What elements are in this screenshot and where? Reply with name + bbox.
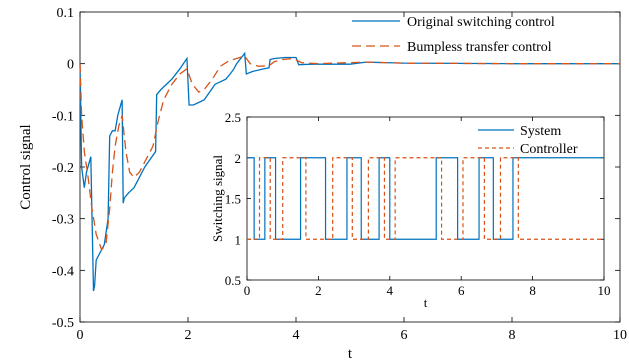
inset-y-tick-label: 1 (235, 232, 242, 247)
main-y-tick-label: -0.1 (52, 109, 74, 124)
main-y-tick-label: -0.5 (52, 316, 74, 331)
inset-y-tick-label: 2.5 (225, 110, 241, 125)
inset-x-tick-label: 8 (529, 283, 536, 298)
main-y-tick-label: -0.4 (52, 264, 74, 279)
main-series-line-bumpless-transfer (79, 55, 620, 251)
main-y-tick-label: 0.1 (57, 6, 75, 21)
inset-x-tick-label: 2 (315, 283, 322, 298)
main-y-axis-label: Control signal (18, 124, 34, 209)
main-x-tick-label: 4 (293, 328, 300, 343)
inset-y-tick-label: 2 (235, 151, 242, 166)
main-y-tick-label: 0 (67, 58, 74, 73)
main-legend: Original switching control Bumpless trans… (352, 15, 555, 55)
main-y-tick-label: -0.3 (52, 213, 74, 228)
main-x-tick-label: 2 (185, 328, 192, 343)
inset-y-axis-label: Switching signal (210, 155, 225, 242)
main-x-axis-label: t (348, 346, 353, 362)
main-axes: 0 2 4 6 8 10-0.5-0.4-0.3-0.2-0.100.1 (52, 6, 627, 343)
main-x-tick-label: 6 (401, 328, 408, 343)
main-x-tick-label: 0 (77, 328, 84, 343)
inset-series-group (247, 157, 604, 240)
main-x-tick-label: 8 (509, 328, 516, 343)
inset-x-tick-label: 4 (387, 283, 394, 298)
inset-x-tick-label: 10 (598, 283, 611, 298)
inset-axes: 0 2 4 6 8 10 0.5 1 1.5 2 2.5 (225, 110, 611, 298)
inset-legend: System Controller (478, 124, 578, 157)
inset-x-tick-label: 0 (244, 283, 251, 298)
inset-y-tick-label: 0.5 (225, 273, 241, 288)
main-y-tick-label: -0.2 (52, 161, 74, 176)
main-legend-label: Original switching control (407, 15, 555, 30)
main-legend-label: Bumpless transfer control (407, 40, 552, 55)
inset-x-tick-label: 6 (458, 283, 465, 298)
inset-series-line-controller (247, 157, 604, 240)
main-x-tick-label: 10 (613, 328, 627, 343)
inset-legend-label: Controller (520, 142, 578, 157)
main-series-group (79, 51, 620, 292)
inset-x-axis-label: t (424, 295, 428, 310)
inset-y-tick-label: 1.5 (225, 192, 241, 207)
main-series-line-original-switching (79, 51, 620, 292)
inset-legend-label: System (520, 124, 561, 139)
